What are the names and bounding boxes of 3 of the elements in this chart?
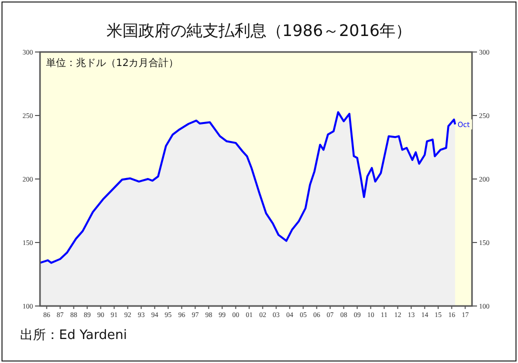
text: 出所：Ed Yardeni bbox=[20, 328, 127, 343]
annotation: 単位：兆ドル（12カ月合計） bbox=[46, 57, 179, 69]
chart-title: 米国政府の純支払利息（1986～2016年） bbox=[106, 21, 412, 40]
